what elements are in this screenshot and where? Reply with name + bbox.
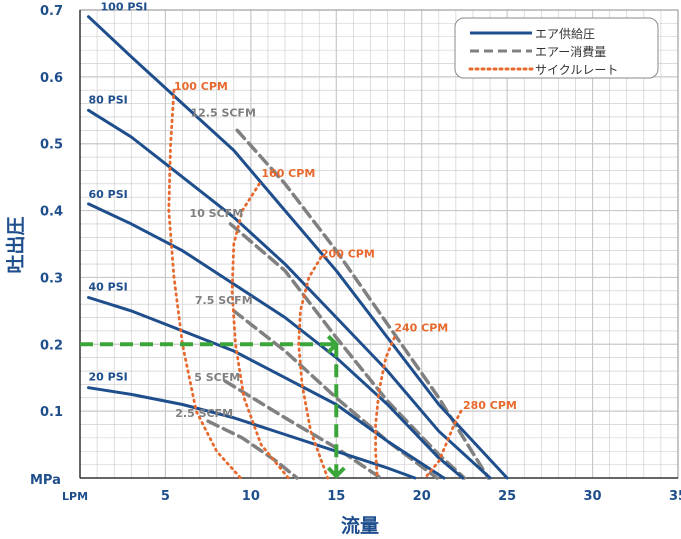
supply-label-20-psi: 20 PSI	[89, 371, 128, 384]
series-labels: 100 PSI 80 PSI 60 PSI 40 PSI 20 PSI 12.5 SCFM…	[89, 1, 517, 420]
cycle-label-100-cpm: 100 CPM	[174, 80, 228, 93]
x-tick-label: 25	[498, 489, 516, 504]
y-tick-label: 0.1	[40, 405, 63, 420]
consumption-line-10-scfm	[228, 222, 467, 480]
cycle-label-200-cpm: 200 CPM	[321, 247, 375, 260]
legend-label-consumption: エアー消費量	[535, 44, 606, 59]
x-tick-label: 5	[161, 489, 170, 504]
x-tick-label: 30	[584, 489, 602, 504]
y-axis-title: 吐出圧	[4, 216, 27, 273]
supply-line-100-psi	[87, 15, 509, 480]
cycle-line-240-cpm	[374, 336, 396, 480]
x-tick-label: 35	[669, 489, 681, 504]
supply-label-100-psi: 100 PSI	[101, 1, 148, 14]
cycle-line-280-cpm	[423, 409, 463, 480]
supply-line-40-psi	[87, 296, 446, 480]
x-tick-label: 20	[413, 489, 431, 504]
y-tick-label: 0.7	[40, 4, 63, 19]
cycle-rate-series	[167, 88, 463, 480]
cycle-line-200-cpm	[297, 255, 330, 480]
x-tick-label: 10	[242, 489, 260, 504]
consumption-label-7-5-scfm: 7.5 SCFM	[195, 294, 253, 307]
example-arrow-right	[326, 334, 340, 354]
supply-label-80-psi: 80 PSI	[89, 93, 128, 106]
consumption-line-12-5-scfm	[235, 128, 491, 480]
grid	[80, 9, 679, 478]
supply-line-80-psi	[87, 108, 492, 480]
cycle-label-280-cpm: 280 CPM	[463, 399, 517, 412]
supply-label-60-psi: 60 PSI	[89, 188, 128, 201]
example-reading	[80, 334, 346, 479]
y-tick-label: 0.2	[40, 338, 63, 353]
example-arrow-down	[326, 466, 346, 479]
supply-line-60-psi	[87, 202, 465, 480]
cycle-label-240-cpm: 240 CPM	[394, 322, 448, 335]
y-tick-label: 0.3	[40, 271, 63, 286]
consumption-label-10-scfm: 10 SCFM	[190, 207, 244, 220]
consumption-label-5-scfm: 5 SCFM	[194, 371, 240, 384]
supply-label-40-psi: 40 PSI	[89, 280, 128, 293]
x-axis-title: 流量	[341, 514, 379, 537]
y-unit-label: MPa	[30, 473, 61, 488]
legend: エア供給圧 エアー消費量 サイクルレート	[454, 17, 659, 79]
consumption-label-2-5-scfm: 2.5 SCFM	[175, 407, 233, 420]
tick-labels: 5 10 15 20 25 30 35 0.1 0.2 0.3 0.4 0.5 0.6 0.7	[40, 4, 681, 504]
cycle-line-100-cpm	[167, 88, 242, 480]
cycle-line-160-cpm	[230, 182, 290, 480]
y-tick-label: 0.4	[40, 205, 63, 220]
x-unit-label: LPM	[62, 490, 88, 503]
consumption-line-2-5-scfm	[206, 419, 299, 480]
consumption-line-5-scfm	[223, 379, 383, 480]
y-tick-label: 0.5	[40, 138, 63, 153]
y-tick-label: 0.6	[40, 71, 63, 86]
legend-label-cycle: サイクルレート	[535, 63, 618, 77]
air-consumption-series	[206, 128, 491, 480]
x-tick-label: 15	[327, 489, 345, 504]
consumption-label-12-5-scfm: 12.5 SCFM	[190, 106, 255, 119]
legend-label-supply: エア供給圧	[535, 27, 595, 41]
cycle-label-160-cpm: 160 CPM	[261, 167, 315, 180]
supply-pressure-series	[87, 15, 509, 480]
supply-line-20-psi	[87, 386, 417, 480]
